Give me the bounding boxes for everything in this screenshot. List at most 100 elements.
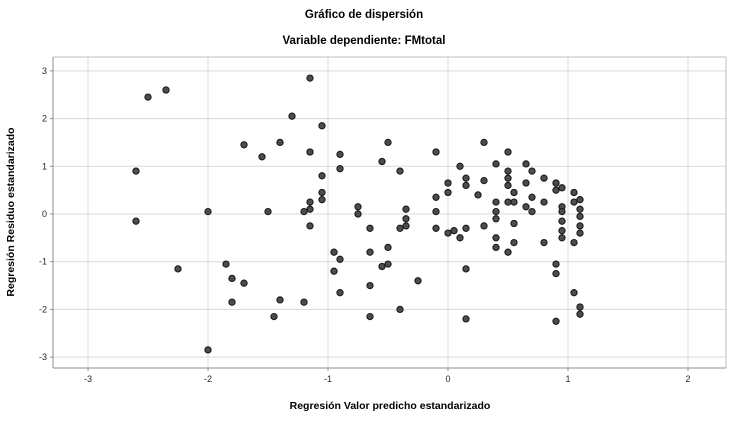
data-point (228, 298, 236, 306)
data-point (570, 238, 578, 247)
y-tick-label-3: 3 (42, 66, 47, 76)
data-point (576, 196, 584, 204)
data-point (444, 188, 452, 197)
data-point (270, 312, 278, 321)
data-point (576, 310, 584, 318)
data-point (330, 248, 338, 256)
x-tick-label-0: 0 (445, 374, 450, 384)
data-point (306, 222, 314, 230)
data-point (570, 198, 578, 206)
y-tick-label--3: -3 (39, 352, 47, 362)
data-point (558, 184, 566, 192)
data-point (462, 315, 470, 323)
data-point (228, 274, 236, 283)
data-point (510, 238, 518, 247)
data-point (528, 207, 536, 216)
x-tick-label--2: -2 (204, 374, 212, 384)
data-point (402, 222, 410, 230)
data-point (330, 267, 338, 275)
data-point (552, 179, 560, 187)
data-point (462, 224, 470, 232)
data-point (528, 167, 536, 175)
y-tick-label--1: -1 (39, 257, 47, 267)
data-point (510, 219, 518, 228)
axis-ticks: -3 -2 -1 0 1 2 3 2 1 0 -1 -2 -3 (39, 66, 691, 384)
data-point (444, 229, 452, 237)
data-point (378, 262, 386, 271)
plot-background (53, 57, 726, 368)
data-point (504, 248, 512, 256)
data-point (552, 269, 560, 278)
y-tick-label-2: 2 (42, 114, 47, 124)
data-point (474, 191, 482, 199)
data-point (492, 234, 500, 242)
data-point (132, 167, 140, 175)
y-tick-label--2: -2 (39, 304, 47, 314)
data-point (492, 160, 500, 168)
data-point (354, 203, 362, 211)
data-point (132, 217, 140, 225)
data-point (540, 198, 548, 206)
gridlines (53, 57, 726, 368)
data-point (462, 181, 470, 190)
data-point (336, 255, 344, 263)
data-point (384, 138, 392, 147)
x-tick-label--1: -1 (324, 374, 332, 384)
data-point (306, 205, 314, 213)
data-point (318, 172, 326, 180)
data-point (576, 229, 584, 237)
data-point (354, 210, 362, 218)
data-point (240, 279, 248, 287)
data-point (276, 296, 284, 304)
y-tick-label-0: 0 (42, 209, 47, 219)
data-point (366, 281, 374, 290)
data-point (366, 248, 374, 256)
data-point (162, 86, 170, 94)
data-point (492, 207, 500, 216)
data-point (444, 179, 452, 187)
data-point (510, 188, 518, 197)
data-point (504, 181, 512, 190)
data-point (450, 227, 458, 235)
data-point (558, 207, 566, 216)
data-point (222, 260, 230, 268)
data-point (510, 198, 518, 206)
data-point (576, 212, 584, 221)
data-point (300, 298, 308, 306)
data-point (522, 203, 530, 211)
data-point (384, 260, 392, 268)
data-point (576, 222, 584, 230)
data-point (396, 305, 404, 314)
data-point (144, 93, 152, 101)
data-point (432, 224, 440, 232)
data-point (204, 207, 212, 216)
data-point (552, 186, 560, 194)
data-point (504, 174, 512, 182)
data-point (288, 112, 296, 120)
chart-subtitle: Variable dependiente: FMtotal (283, 35, 446, 47)
data-point (576, 205, 584, 213)
data-point (276, 138, 284, 147)
data-point (558, 227, 566, 235)
data-point (306, 74, 314, 82)
data-point (402, 205, 410, 213)
data-point (552, 260, 560, 268)
data-point (366, 224, 374, 232)
data-point (402, 215, 410, 223)
data-point (318, 196, 326, 204)
data-point (336, 150, 344, 159)
chart-title: Gráfico de dispersión (305, 9, 423, 21)
data-point (432, 148, 440, 156)
data-point (366, 312, 374, 321)
x-axis-label: Regresión Valor predicho estandarizado (290, 400, 491, 412)
data-point (558, 217, 566, 225)
data-point (492, 215, 500, 223)
data-point (480, 176, 488, 185)
data-point (318, 122, 326, 130)
data-point (504, 148, 512, 156)
data-point (462, 174, 470, 182)
data-point (384, 243, 392, 252)
data-point (552, 317, 560, 325)
x-tick-label--3: -3 (84, 374, 92, 384)
data-point (456, 234, 464, 242)
